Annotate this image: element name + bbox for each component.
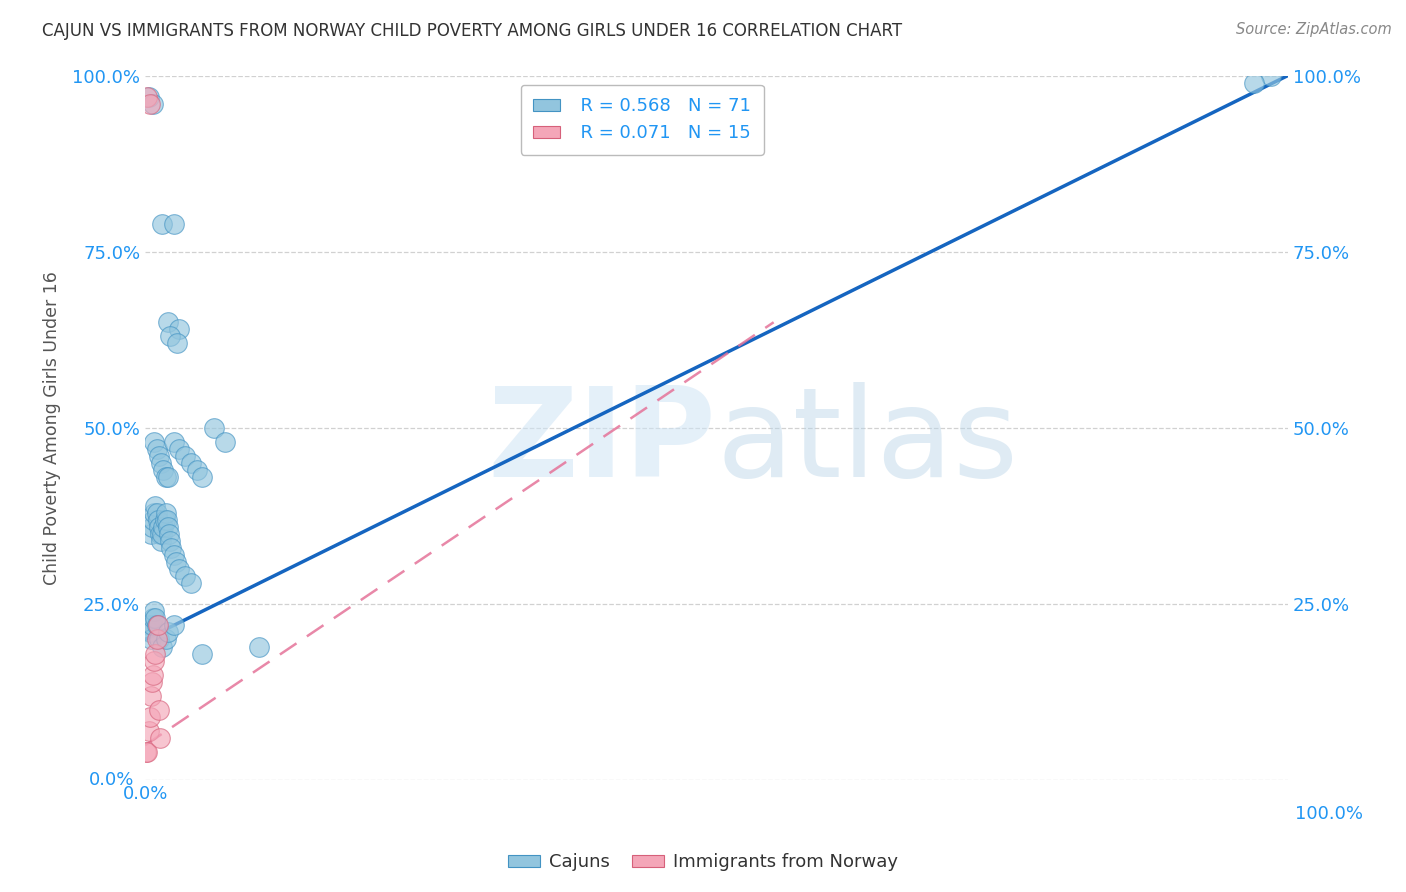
Point bbox=[152, 519, 174, 533]
Text: 100.0%: 100.0% bbox=[1295, 805, 1362, 823]
Point bbox=[1243, 76, 1265, 90]
Point bbox=[142, 611, 165, 625]
Legend: Cajuns, Immigrants from Norway: Cajuns, Immigrants from Norway bbox=[501, 847, 905, 879]
Point bbox=[174, 569, 197, 583]
Point bbox=[163, 217, 186, 231]
Point bbox=[148, 703, 170, 717]
Point bbox=[169, 322, 191, 336]
Point bbox=[169, 442, 191, 457]
Point bbox=[156, 519, 179, 533]
Point bbox=[136, 89, 159, 103]
Point bbox=[145, 618, 167, 632]
Point bbox=[143, 654, 166, 668]
Point bbox=[145, 506, 167, 520]
Point bbox=[180, 456, 202, 470]
Point bbox=[150, 526, 173, 541]
Text: Source: ZipAtlas.com: Source: ZipAtlas.com bbox=[1236, 22, 1392, 37]
Point bbox=[149, 731, 172, 746]
Point bbox=[247, 640, 270, 654]
Point bbox=[163, 435, 186, 450]
Point bbox=[142, 667, 165, 681]
Point bbox=[166, 336, 188, 351]
Point bbox=[142, 96, 165, 111]
Point bbox=[145, 647, 167, 661]
Point bbox=[143, 435, 166, 450]
Text: 0.0%: 0.0% bbox=[89, 772, 134, 789]
Point bbox=[156, 513, 179, 527]
Point bbox=[180, 576, 202, 591]
Point bbox=[148, 632, 170, 647]
Text: atlas: atlas bbox=[717, 382, 1018, 502]
Point bbox=[155, 470, 177, 484]
Point bbox=[163, 618, 186, 632]
Legend:   R = 0.568   N = 71,   R = 0.071   N = 15: R = 0.568 N = 71, R = 0.071 N = 15 bbox=[520, 85, 763, 155]
Point bbox=[163, 548, 186, 562]
Text: CAJUN VS IMMIGRANTS FROM NORWAY CHILD POVERTY AMONG GIRLS UNDER 16 CORRELATION C: CAJUN VS IMMIGRANTS FROM NORWAY CHILD PO… bbox=[42, 22, 903, 40]
Point bbox=[148, 449, 170, 463]
Point bbox=[138, 724, 160, 739]
Point bbox=[159, 329, 181, 343]
Point bbox=[157, 526, 180, 541]
Point bbox=[145, 611, 167, 625]
Point bbox=[145, 632, 167, 647]
Point bbox=[143, 506, 166, 520]
Point bbox=[138, 96, 160, 111]
Point bbox=[150, 217, 173, 231]
Point bbox=[155, 506, 177, 520]
Point bbox=[160, 541, 183, 555]
Point bbox=[159, 533, 181, 548]
Point bbox=[202, 421, 225, 435]
Point bbox=[139, 689, 162, 703]
Point bbox=[138, 618, 160, 632]
Point bbox=[156, 470, 179, 484]
Text: ZIP: ZIP bbox=[488, 382, 717, 502]
Point bbox=[135, 745, 157, 759]
Point bbox=[138, 710, 160, 724]
Point bbox=[191, 647, 214, 661]
Point bbox=[138, 89, 160, 103]
Point bbox=[145, 442, 167, 457]
Point bbox=[146, 618, 169, 632]
Point bbox=[142, 513, 165, 527]
Point bbox=[139, 526, 162, 541]
Point bbox=[155, 632, 177, 647]
Point bbox=[165, 555, 187, 569]
Point bbox=[146, 513, 169, 527]
Point bbox=[191, 470, 214, 484]
Point bbox=[152, 463, 174, 477]
Point bbox=[153, 513, 176, 527]
Point bbox=[136, 745, 159, 759]
Point bbox=[149, 526, 172, 541]
Point bbox=[1260, 69, 1282, 83]
Point bbox=[141, 519, 163, 533]
Point bbox=[150, 640, 173, 654]
Point bbox=[139, 632, 162, 647]
Point bbox=[169, 562, 191, 576]
Point bbox=[214, 435, 236, 450]
Point bbox=[156, 625, 179, 640]
Point bbox=[156, 315, 179, 329]
Point bbox=[143, 604, 166, 618]
Point bbox=[141, 618, 163, 632]
Point bbox=[145, 499, 167, 513]
Y-axis label: Child Poverty Among Girls Under 16: Child Poverty Among Girls Under 16 bbox=[44, 271, 60, 585]
Point bbox=[174, 449, 197, 463]
Point bbox=[141, 674, 163, 689]
Point bbox=[150, 533, 173, 548]
Point bbox=[150, 456, 173, 470]
Point bbox=[148, 519, 170, 533]
Point bbox=[138, 625, 160, 640]
Point bbox=[186, 463, 208, 477]
